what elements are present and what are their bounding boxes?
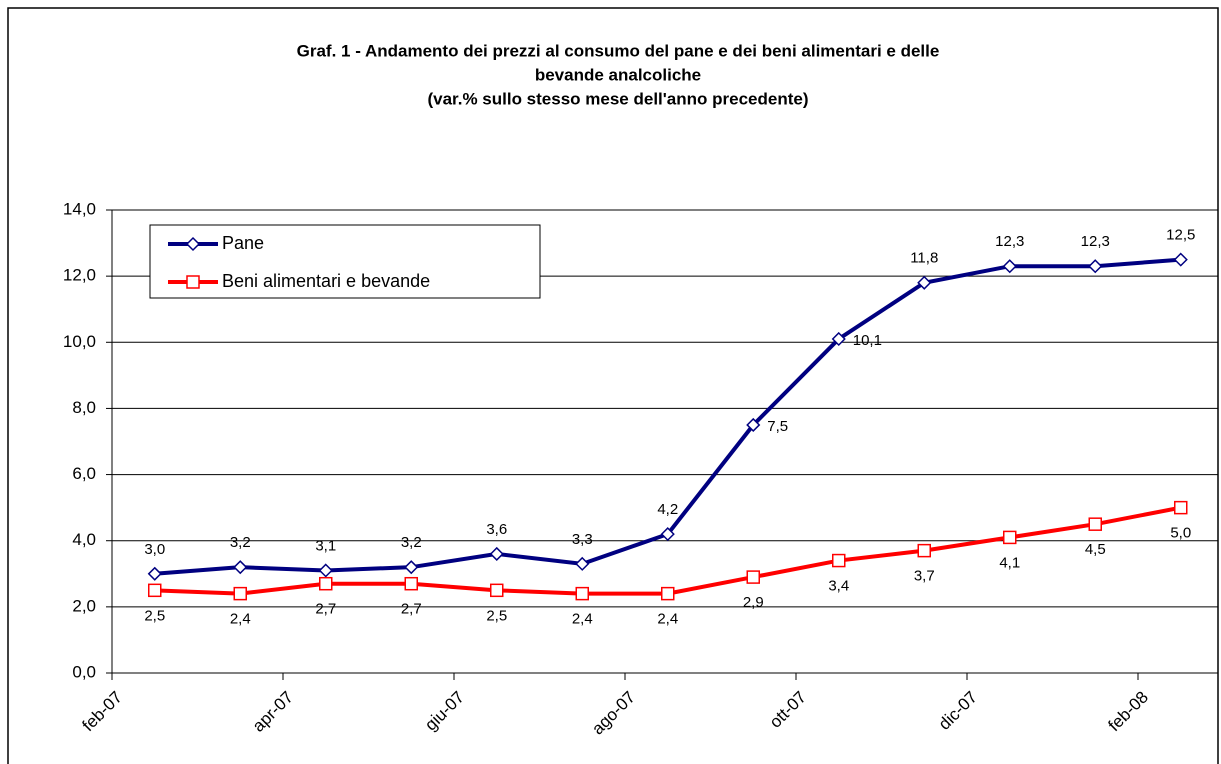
x-tick-label: giu-07 <box>421 688 468 735</box>
series-line <box>154 505 1182 596</box>
marker <box>404 560 419 575</box>
marker <box>489 546 504 562</box>
data-label: 12,5 <box>1166 227 1195 244</box>
data-label: 2,7 <box>315 601 336 618</box>
marker <box>831 331 846 347</box>
marker <box>1173 252 1188 267</box>
data-label: 11,8 <box>910 250 938 267</box>
data-label: 2,7 <box>401 601 422 618</box>
series-line <box>154 257 1181 576</box>
y-tick-label: 6,0 <box>72 464 96 483</box>
marker <box>233 586 247 601</box>
marker <box>1088 259 1103 274</box>
data-label: 2,5 <box>486 607 507 624</box>
marker <box>148 583 162 598</box>
data-label: 3,4 <box>828 578 849 595</box>
data-label: 12,3 <box>995 233 1024 250</box>
data-label: 5,0 <box>1170 525 1191 542</box>
data-label: 4,5 <box>1085 541 1106 558</box>
data-label: 3,6 <box>486 521 507 538</box>
data-label: 3,7 <box>914 568 935 585</box>
chart-title: Graf. 1 - Andamento dei prezzi al consum… <box>297 41 940 60</box>
marker <box>1088 517 1102 531</box>
x-tick-label: ago-07 <box>588 688 639 739</box>
chart-title: bevande analcoliche <box>535 65 701 84</box>
data-label: 2,5 <box>144 607 165 624</box>
data-label: 2,4 <box>230 611 251 628</box>
marker <box>185 236 201 252</box>
data-label: 3,2 <box>401 534 422 551</box>
marker <box>746 417 761 433</box>
marker <box>660 527 675 542</box>
data-label: 12,3 <box>1081 233 1110 250</box>
marker <box>917 543 931 558</box>
marker <box>404 576 418 591</box>
marker <box>575 556 590 571</box>
x-tick-label: feb-07 <box>78 688 126 736</box>
legend-box <box>149 224 541 299</box>
data-label: 3,1 <box>315 537 336 554</box>
y-tick-label: 10,0 <box>63 332 96 351</box>
marker <box>832 553 846 568</box>
legend-label: Pane <box>222 233 264 253</box>
data-label: 2,9 <box>743 594 764 611</box>
data-label: 4,1 <box>999 554 1020 571</box>
marker <box>1002 259 1017 274</box>
legend-label: Beni alimentari e bevande <box>222 271 430 291</box>
data-label: 2,4 <box>572 611 593 628</box>
marker <box>233 560 248 575</box>
x-tick-label: dic-07 <box>935 688 981 734</box>
y-tick-label: 2,0 <box>72 596 96 615</box>
data-label: 4,2 <box>657 501 678 518</box>
x-tick-label: feb-08 <box>1104 688 1152 736</box>
y-tick-label: 8,0 <box>72 398 96 417</box>
marker <box>661 586 675 601</box>
data-label: 7,5 <box>767 418 788 435</box>
marker <box>575 586 589 601</box>
y-tick-label: 0,0 <box>72 662 96 681</box>
marker <box>1174 500 1188 515</box>
data-label: 10,1 <box>853 332 882 349</box>
marker <box>746 570 760 584</box>
marker <box>318 563 333 578</box>
marker <box>319 576 333 591</box>
data-label: 3,0 <box>144 541 165 558</box>
x-tick-label: apr-07 <box>249 688 297 736</box>
chart-title: (var.% sullo stesso mese dell'anno prece… <box>427 89 808 108</box>
marker <box>147 566 162 581</box>
marker <box>917 275 932 290</box>
x-tick-label: ott-07 <box>766 688 810 732</box>
y-tick-label: 14,0 <box>63 199 96 218</box>
marker <box>186 275 200 289</box>
marker <box>1003 530 1017 545</box>
data-label: 3,3 <box>572 531 593 548</box>
marker <box>490 583 504 598</box>
y-tick-label: 12,0 <box>63 266 96 285</box>
chart-border <box>7 7 1219 764</box>
data-label: 3,2 <box>230 534 251 551</box>
data-label: 2,4 <box>657 611 678 628</box>
y-tick-label: 4,0 <box>72 530 96 549</box>
